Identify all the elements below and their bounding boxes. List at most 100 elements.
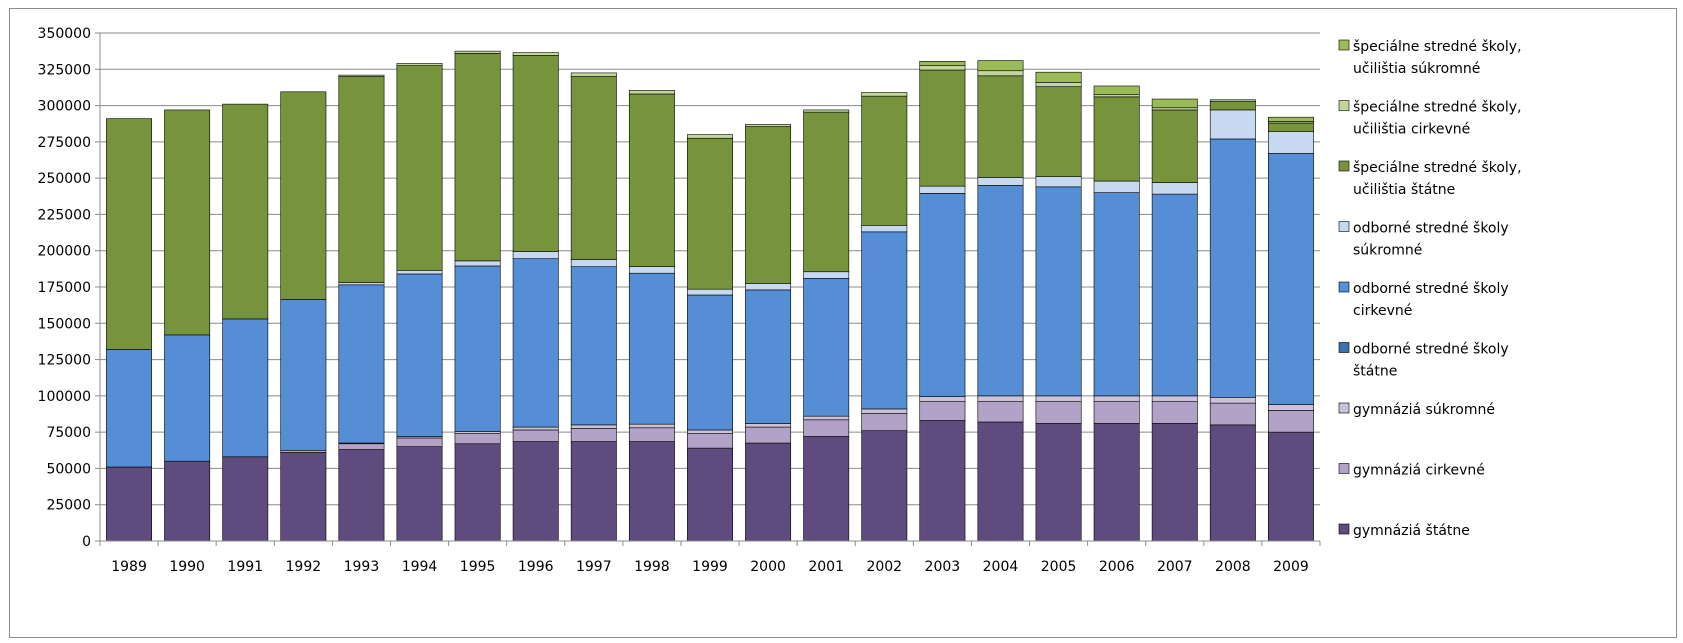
y-tick-label: 150000 — [38, 316, 91, 332]
bar-segment — [687, 137, 733, 290]
x-tick-label: 1993 — [344, 559, 380, 575]
bar-segment — [222, 456, 269, 542]
bar-segment — [454, 53, 501, 262]
bar-segment — [1209, 424, 1256, 542]
bar-segment — [396, 437, 443, 447]
legend-item: gymnáziá súkromné — [1338, 402, 1495, 418]
x-tick-label: 1998 — [634, 559, 670, 575]
bar-segment — [977, 401, 1024, 423]
legend-label: gymnáziá štátne — [1353, 523, 1470, 539]
chart-frame: 0 25000 50000 75000 100000 125000 150000 175000… — [9, 8, 1677, 638]
x-tick-label: 1991 — [227, 559, 263, 575]
x-tick-label: 2007 — [1157, 559, 1193, 575]
bar-segment — [1209, 109, 1256, 140]
legend-item: odborné stredné školy štátne — [1338, 342, 1509, 380]
bar-segment — [396, 270, 443, 275]
axes: 0 25000 50000 75000 100000 125000 150000 175000… — [38, 26, 1321, 575]
bar-segment — [570, 441, 617, 542]
bar-segment — [1209, 100, 1256, 111]
legend-swatch — [1338, 221, 1350, 232]
x-tick-label: 2009 — [1273, 559, 1309, 575]
bar-segment — [1093, 180, 1140, 193]
bar-segment — [745, 423, 792, 428]
bar-segment — [1209, 397, 1256, 404]
x-tick-label: 2008 — [1215, 559, 1251, 575]
bar-segment — [861, 430, 908, 542]
bar-segment — [338, 284, 385, 444]
bar-segment — [1093, 94, 1140, 98]
legend-item: odborné stredné školy súkromné — [1338, 221, 1509, 259]
bar-segment — [628, 441, 675, 542]
bar-segment — [454, 431, 501, 434]
bar-segment — [454, 443, 501, 542]
legend-item: špeciálne stredné školy, učilištia cirkev… — [1338, 100, 1522, 138]
bar-segment — [396, 273, 443, 437]
legend-item: gymnáziá cirkevné — [1338, 463, 1485, 479]
legend-label: špeciálne stredné školy, — [1353, 100, 1522, 116]
bar-segment — [1209, 99, 1256, 102]
bar-segment — [1267, 122, 1314, 132]
x-tick-label: 1989 — [111, 559, 147, 575]
bar-segment — [106, 118, 153, 350]
x-tick-label: 1995 — [460, 559, 496, 575]
bar-segment — [570, 76, 617, 260]
bar-segment — [1209, 138, 1256, 398]
bar-segment — [861, 408, 908, 414]
bar-segment — [628, 93, 675, 267]
bar-segment — [861, 225, 908, 233]
y-tick-label: 300000 — [38, 99, 91, 115]
legend-swatch — [1338, 463, 1350, 474]
bar-segment — [454, 265, 501, 432]
bar-segment — [803, 109, 850, 113]
bar-segment — [454, 260, 501, 267]
bar-segment — [1267, 431, 1314, 542]
bar-segment — [1035, 401, 1082, 424]
bar-segment — [687, 288, 733, 296]
legend-label: gymnáziá súkromné — [1353, 402, 1495, 418]
bar-segment — [745, 283, 792, 291]
bar-segment — [919, 185, 966, 194]
bar-segment — [338, 449, 385, 542]
bar-segment — [512, 426, 559, 431]
bar-segment — [803, 419, 850, 437]
x-tick-label: 2001 — [808, 559, 844, 575]
bar-segment — [803, 111, 850, 273]
bar-segment — [1209, 402, 1256, 426]
bar-segment — [338, 74, 385, 77]
legend: špeciálne stredné školy, učilištia súkrom… — [1338, 39, 1522, 539]
y-tick-label: 325000 — [38, 62, 91, 78]
legend-swatch — [1338, 523, 1350, 535]
bar-segment — [861, 95, 908, 226]
x-tick-label: 2002 — [866, 559, 902, 575]
legend-swatch — [1338, 281, 1350, 293]
bar-segment — [1093, 96, 1140, 182]
bar-segment — [280, 299, 327, 451]
bar-segment — [396, 446, 443, 542]
bar-segment — [454, 50, 501, 54]
x-tick-label: 1996 — [518, 559, 554, 575]
y-tick-label: 50000 — [46, 461, 91, 477]
bar-segment — [919, 401, 966, 421]
bar-segment — [454, 433, 501, 445]
y-tick-label: 200000 — [38, 244, 91, 260]
legend-item: gymnáziá štátne — [1338, 523, 1470, 539]
bar-segment — [164, 109, 211, 336]
y-tick-label: 100000 — [38, 389, 91, 405]
bar-segment — [861, 412, 908, 431]
x-tick-label: 2000 — [750, 559, 786, 575]
bar-segment — [628, 266, 675, 274]
bar-segment — [919, 420, 966, 542]
bar-segment — [396, 63, 443, 66]
bar-segment — [1267, 116, 1314, 122]
stacked-bar-chart: 0 25000 50000 75000 100000 125000 150000 175000… — [38, 26, 1522, 575]
legend-item: špeciálne stredné školy, učilištia štátne — [1338, 160, 1522, 198]
legend-label: gymnáziá cirkevné — [1353, 463, 1485, 479]
legend-label: špeciálne stredné školy, — [1353, 160, 1522, 176]
bar-segment — [396, 65, 443, 271]
bar-segment — [280, 452, 327, 542]
bar-segment — [1151, 423, 1198, 542]
bar-segment — [1151, 401, 1198, 424]
legend-item: špeciálne stredné školy, učilištia súkrom… — [1338, 39, 1522, 77]
bar-segment — [687, 134, 733, 139]
bar-segment — [222, 103, 269, 320]
